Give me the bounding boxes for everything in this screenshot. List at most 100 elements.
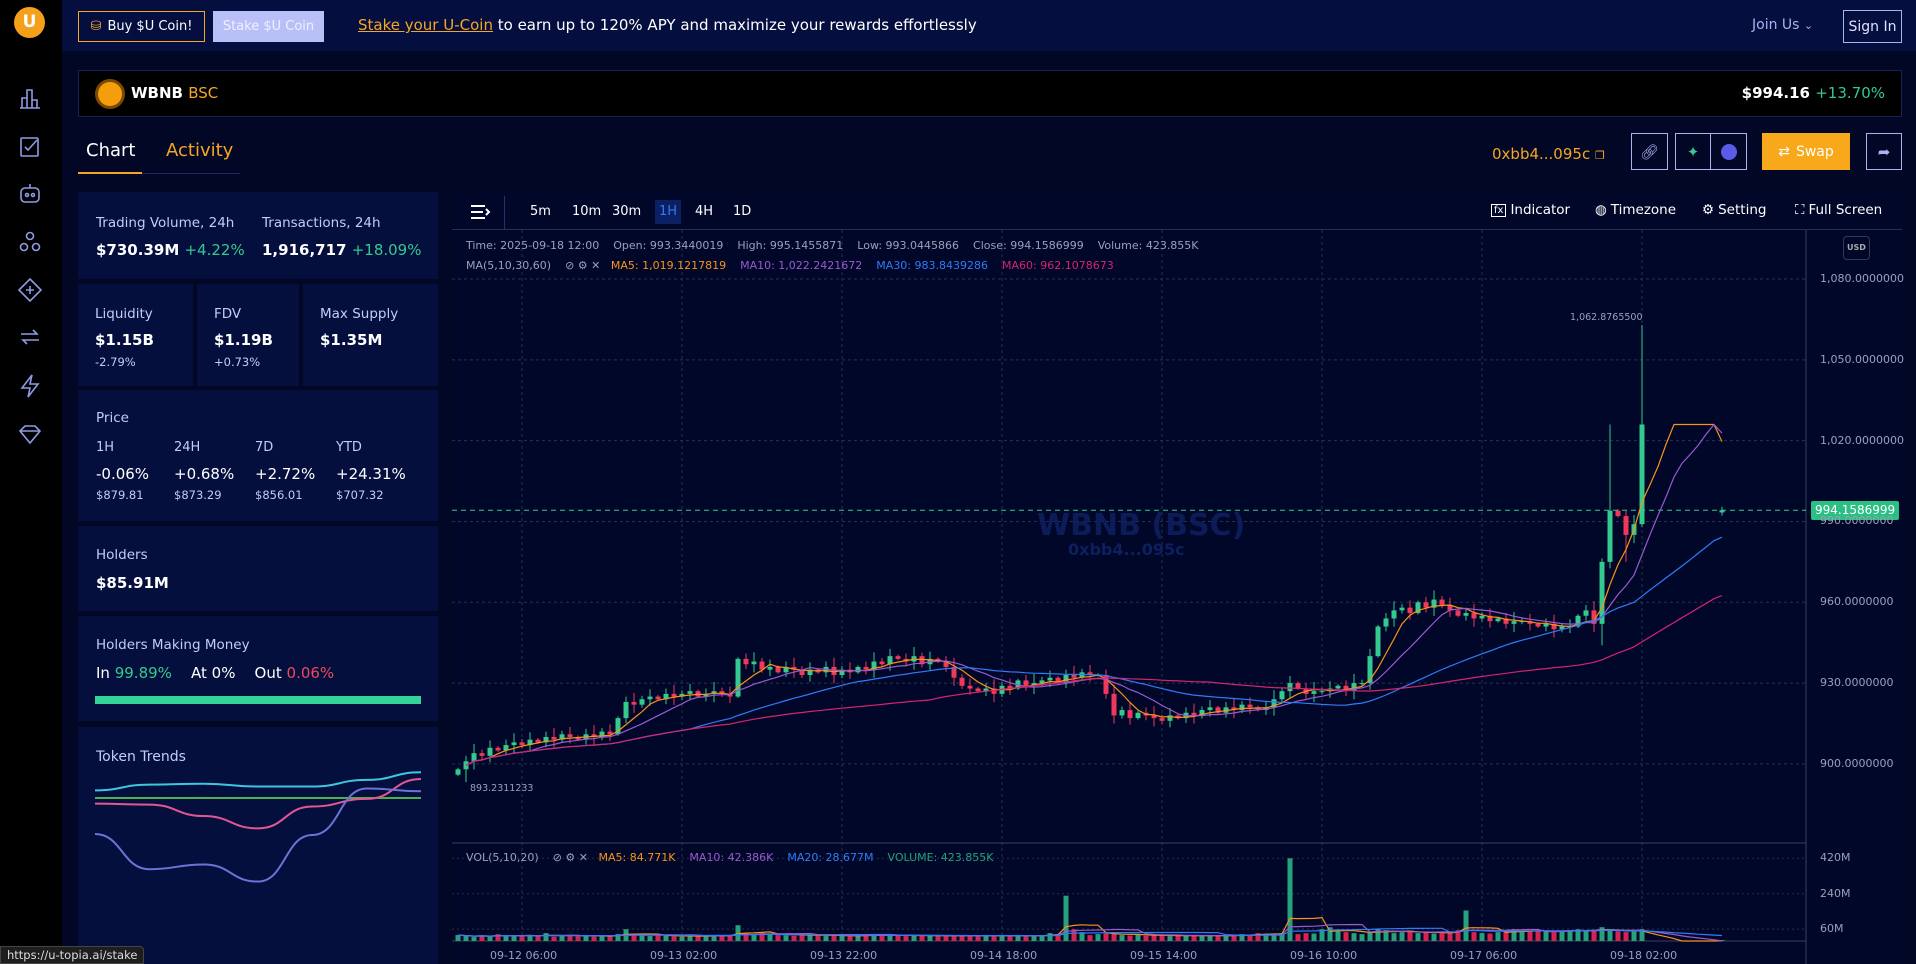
hmm-label: Holders Making Money [96, 637, 250, 653]
info-close: Close: 994.1586999 [973, 239, 1084, 252]
gear-icon[interactable]: ⚙ [565, 851, 576, 864]
ohlc-info: Time: 2025-09-18 12:00 Open: 993.3440019… [466, 239, 1199, 252]
ma-label: MA(5,10,30,60) [466, 259, 552, 272]
liquidity-label: Liquidity [95, 306, 153, 322]
liquidity-card: Liquidity $1.15B -2.79% [78, 284, 193, 386]
eye-off-icon[interactable]: ⊘ [552, 851, 562, 864]
token-symbol: WBNB [131, 84, 183, 102]
tab-activity[interactable]: Activity [166, 140, 234, 161]
token-trend-line [94, 771, 422, 792]
gem-icon[interactable] [17, 421, 43, 447]
link-icon: 🔗︎ [1639, 142, 1660, 161]
join-us-menu[interactable]: Join Us ⌄ [1752, 17, 1813, 33]
price-axis-tick: 1,080.0000000 [1820, 272, 1904, 285]
holders-making-money-card: Holders Making Money In 99.89% At 0% Out… [78, 616, 438, 721]
link-status-tooltip: https://u-topia.ai/stake [0, 946, 145, 964]
promo-text: to earn up to 120% APY and maximize your… [492, 16, 977, 34]
stake-u-coin-button[interactable]: Stake $U Coin [213, 11, 324, 42]
hmm-in-value: 99.89% [114, 664, 172, 682]
ma30-value: MA30: 983.8439286 [876, 259, 988, 272]
chart-bar-icon[interactable] [17, 85, 43, 111]
tab-chart[interactable]: Chart [86, 140, 136, 161]
copy-icon[interactable]: ❐ [1594, 149, 1605, 162]
ma-legend: MA(5,10,30,60) ⊘ ⚙ ✕ MA5: 1,019.1217819 … [466, 259, 1114, 272]
dexscreener-icon[interactable]: ✦ [1676, 134, 1712, 169]
fullscreen-label: Full Screen [1808, 202, 1883, 218]
bnb-token-icon [95, 79, 125, 109]
indicator-label: Indicator [1510, 202, 1571, 218]
buy-u-coin-button[interactable]: ⛁ Buy $U Coin! [78, 11, 205, 42]
price-period-price: $707.32 [336, 488, 384, 502]
min-price-label: 893.2311233 [470, 783, 534, 794]
price-period-change: +0.68% [174, 465, 235, 483]
lightning-icon[interactable] [17, 373, 43, 399]
active-tab-indicator [78, 172, 142, 174]
max-price-label: 1,062.8765500 [1570, 312, 1643, 323]
share-icon: ➦ [1877, 142, 1891, 161]
share-button[interactable]: ➦ [1866, 133, 1902, 170]
price-axis-tick: 990.0000000 [1820, 514, 1894, 528]
diamond-swap-icon[interactable] [17, 277, 43, 303]
token-name: WBNB BSC [131, 84, 218, 102]
last-price-label: 994.1586999 [1811, 501, 1900, 520]
contract-address[interactable]: 0xbb4...095c ❐ [1492, 145, 1605, 163]
transactions-change: +18.09% [351, 241, 422, 259]
address-text: 0xbb4...095c [1492, 145, 1591, 163]
chain-explorer-icon[interactable] [1711, 134, 1746, 169]
currency-toggle[interactable]: USD [1843, 236, 1870, 260]
sign-in-button[interactable]: Sign In [1843, 10, 1902, 43]
drawing-tools-toggle-icon[interactable] [468, 200, 492, 224]
time-axis-tick: 09-17 06:00 [1450, 949, 1518, 962]
checklist-icon[interactable] [17, 134, 43, 160]
token-price: $994.16 +13.70% [1742, 84, 1885, 102]
price-axis-tick: 1,020.0000000 [1820, 433, 1904, 447]
community-icon[interactable] [17, 229, 43, 255]
time-axis-tick: 09-12 06:00 [490, 949, 558, 962]
hmm-at-value: 0% [211, 664, 236, 682]
hmm-out-value: 0.06% [286, 664, 335, 682]
price-axis-tick: 900.0000000 [1820, 756, 1894, 770]
toolbar-divider [504, 196, 505, 230]
transactions-label: Transactions, 24h [262, 215, 381, 231]
token-trends-card: Token Trends [78, 727, 438, 964]
fdv-value: $1.19B [214, 331, 273, 349]
price-axis-tick: 930.0000000 [1820, 676, 1894, 690]
interval-1H[interactable]: 1H [655, 200, 682, 224]
hmm-out-label: Out [254, 664, 282, 682]
volume-axis-tick: 240M [1820, 886, 1851, 900]
robot-icon[interactable] [17, 181, 43, 207]
transactions: 1,916,717 +18.09% [262, 241, 421, 259]
u-topia-logo[interactable]: U [14, 7, 45, 38]
chart-panel [452, 192, 1902, 964]
max-supply-card: Max Supply $1.35M [303, 284, 438, 386]
eye-off-icon[interactable]: ⊘ [565, 259, 575, 272]
setting-button[interactable]: ⚙ Setting [1702, 202, 1766, 218]
indicator-button[interactable]: fx Indicator [1491, 202, 1570, 218]
trading-volume: $730.39M +4.22% [96, 241, 245, 259]
swap-icon[interactable] [17, 324, 43, 350]
close-icon[interactable]: ✕ [591, 259, 601, 272]
interval-4H[interactable]: 4H [695, 204, 714, 219]
interval-10m[interactable]: 10m [572, 204, 602, 219]
close-icon[interactable]: ✕ [578, 851, 588, 864]
swap-button[interactable]: ⇄ Swap [1762, 133, 1850, 170]
stake-link[interactable]: Stake your U-Coin [358, 16, 493, 34]
hmm-at-label: At [191, 664, 207, 682]
sidebar: U [0, 0, 62, 964]
holders-label: Holders [96, 547, 148, 563]
chevron-down-icon: ⌄ [1803, 19, 1814, 32]
fullscreen-button[interactable]: ⛶ Full Screen [1795, 202, 1882, 218]
hmm-progress-bar [95, 696, 421, 704]
interval-5m[interactable]: 5m [530, 204, 551, 219]
volume-card: Trading Volume, 24h $730.39M +4.22% Tran… [78, 192, 438, 279]
interval-30m[interactable]: 30m [612, 204, 642, 219]
link-button[interactable]: 🔗︎ [1631, 133, 1668, 170]
timezone-button[interactable]: ◍ Timezone [1595, 202, 1676, 218]
vol-ma20-value: MA20: 28.677M [787, 851, 874, 864]
time-axis-tick: 09-18 02:00 [1610, 949, 1678, 962]
price-period-price: $873.29 [174, 488, 222, 502]
buy-label: Buy $U Coin! [107, 19, 193, 34]
interval-1D[interactable]: 1D [733, 204, 752, 219]
info-low: Low: 993.0445866 [857, 239, 960, 252]
gear-icon[interactable]: ⚙ [577, 259, 588, 272]
